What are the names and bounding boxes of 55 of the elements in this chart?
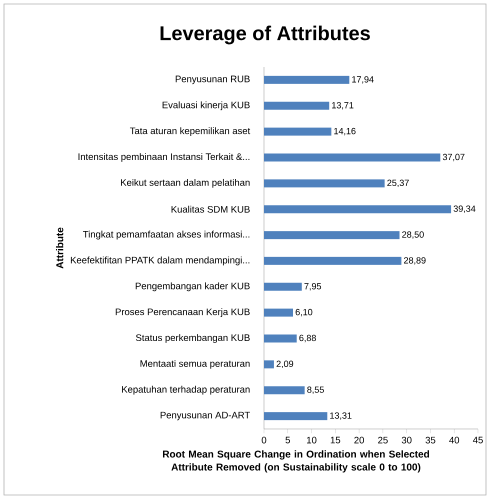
y-tick-label: Evaluasi kinerja KUB xyxy=(162,101,250,110)
bar xyxy=(264,231,400,240)
y-tick-label: Penyusunan AD-ART xyxy=(160,412,250,420)
bar xyxy=(264,308,294,317)
data-label: 6,88 xyxy=(299,334,316,342)
bar xyxy=(264,386,305,394)
data-label: 25,37 xyxy=(387,180,409,188)
data-label: 39,34 xyxy=(454,206,476,213)
y-tick-label: Proses Perencanaan Kerja KUB xyxy=(116,308,250,318)
bar xyxy=(264,128,332,136)
data-label: 28,50 xyxy=(402,231,424,239)
bar xyxy=(264,334,297,342)
bar xyxy=(264,76,350,84)
y-tick-label: Keefektifitan PPATK dalam mendampingi... xyxy=(70,256,250,266)
y-tick-label: Keikut sertaan dalam pelatihan xyxy=(121,178,250,188)
data-label: 2,09 xyxy=(276,360,294,368)
data-label: 13,71 xyxy=(332,102,354,110)
y-tick-label: Tingkat pemamfaatan akses informasi... xyxy=(82,230,250,240)
bar xyxy=(264,205,452,214)
y-tick-label: Status perkembangan KUB xyxy=(136,334,250,343)
y-tick-label: Intensitas pembinaan Instansi Terkait &... xyxy=(78,153,250,162)
bar xyxy=(264,282,302,291)
data-label: 6,10 xyxy=(296,308,312,316)
x-tick-label: 15 xyxy=(330,436,340,444)
data-label: 8,55 xyxy=(307,386,324,394)
bar xyxy=(264,179,385,188)
bar xyxy=(264,360,274,368)
bar xyxy=(264,153,440,162)
x-tick-label: 5 xyxy=(286,436,290,444)
bar xyxy=(264,256,402,265)
bar xyxy=(264,412,328,420)
data-label: 17,94 xyxy=(352,76,374,84)
x-tick-label: 40 xyxy=(449,436,460,444)
y-tick-label: Kepatuhan terhadap peraturan xyxy=(122,386,250,395)
data-label: 28,89 xyxy=(404,257,426,265)
bar xyxy=(264,102,330,110)
chart-title: Leverage of Attributes xyxy=(160,26,370,44)
y-tick-label: Penyusunan RUB xyxy=(176,76,250,84)
data-label: 37,07 xyxy=(442,154,464,162)
x-axis-title: Root Mean Square Change in Ordination when Selected Attribute Removed (on Sustainability scale 0 to 100) xyxy=(162,450,430,473)
y-tick-label: Mentaati semua peraturan xyxy=(140,360,250,369)
y-tick-label: Kualitas SDM KUB xyxy=(172,206,250,213)
x-tick-label: 30 xyxy=(402,436,412,444)
x-tick-label: 25 xyxy=(378,436,388,444)
y-tick-label: Pengembangan kader KUB xyxy=(136,282,250,292)
y-tick-label: Tata aturan kepemilikan aset xyxy=(130,127,250,136)
x-tick-label: 45 xyxy=(472,436,483,444)
data-label: 7,95 xyxy=(304,283,322,290)
data-label: 14,16 xyxy=(334,128,356,136)
x-tick-label: 0 xyxy=(262,436,266,444)
x-tick-label: 35 xyxy=(426,436,436,444)
y-axis-title: Attribute xyxy=(56,228,64,268)
x-tick-label: 10 xyxy=(307,436,316,444)
data-label: 13,31 xyxy=(330,412,352,420)
x-tick-label: 20 xyxy=(354,436,364,444)
